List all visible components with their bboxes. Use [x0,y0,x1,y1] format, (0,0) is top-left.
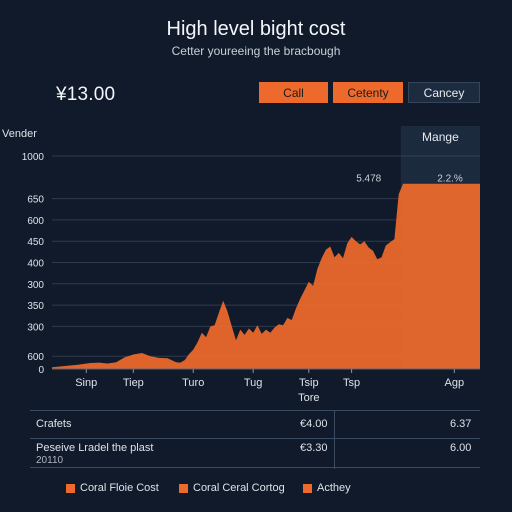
x-tick-label: Tiep [123,377,144,389]
y-tick-label: 600 [27,216,44,227]
chart-title: High level bight cost [166,18,346,40]
x-tick-label: Agp [445,377,465,389]
legend-swatch [303,483,312,493]
legend-item: Acthey [303,482,351,494]
legend-swatch [66,483,75,493]
area-series [52,183,480,369]
x-axis-label: Tore [298,392,319,404]
table-row-value: €4.00 [300,418,328,430]
cancey-button[interactable]: Cancey [408,82,480,103]
legend-item: Coral Floie Cost [66,482,159,494]
table-row: Crafets €4.00 6.37 [30,411,480,439]
table-row-sub: 20110 [36,455,64,466]
y-tick-label: 400 [27,259,44,270]
y-tick-label: 0 [38,365,44,376]
table-row-value: €3.30 [300,442,328,454]
x-tick-label: Turo [182,377,204,389]
y-tick-label: 300 [27,322,44,333]
y-tick-label: 300 [27,280,44,291]
table-row-right: 6.00 [450,442,472,454]
x-tick-label: Sinp [75,377,97,389]
y-tick-label: 450 [27,237,44,248]
legend: Coral Floie Cost Coral Ceral Cortog Acth… [0,482,512,496]
highlight-label: Mange [422,130,459,144]
legend-item: Coral Ceral Cortog [179,482,285,494]
y-axis-label: Vender [2,128,37,140]
annotation-label: 2.2.% [437,173,463,184]
y-tick-label: 650 [27,195,44,206]
cetenty-button[interactable]: Cetenty [333,82,403,103]
call-button[interactable]: Call [259,82,328,103]
table-row-label: Peseive Lradel the plast [36,442,154,454]
y-tick-label: 1000 [22,152,45,163]
x-tick-label: Tug [244,377,263,389]
y-tick-label: 350 [27,301,44,312]
x-tick-label: Tsip [299,377,319,389]
legend-swatch [179,483,188,493]
legend-label: Acthey [317,482,351,494]
chart-subtitle: Cetter youreeing the bracbough [171,44,341,58]
summary-table: Crafets €4.00 6.37 Peseive Lradel the pl… [30,410,480,469]
y-tick-label: 600 [27,352,44,363]
table-row: Peseive Lradel the plast 20110 €3.30 6.0… [30,439,480,467]
price-value: ¥13.00 [56,84,116,105]
table-row-label: Crafets [36,418,72,430]
area-chart: Mange 1000 650 600 450 400 300 350 300 600 0 Vender… [2,126,480,404]
legend-label: Coral Floie Cost [80,482,159,494]
table-row-right: 6.37 [450,418,472,430]
annotation-label: 5.478 [356,173,381,184]
legend-label: Coral Ceral Cortog [193,482,285,494]
table-divider [334,411,335,469]
x-tick-label: Tsp [343,377,360,389]
